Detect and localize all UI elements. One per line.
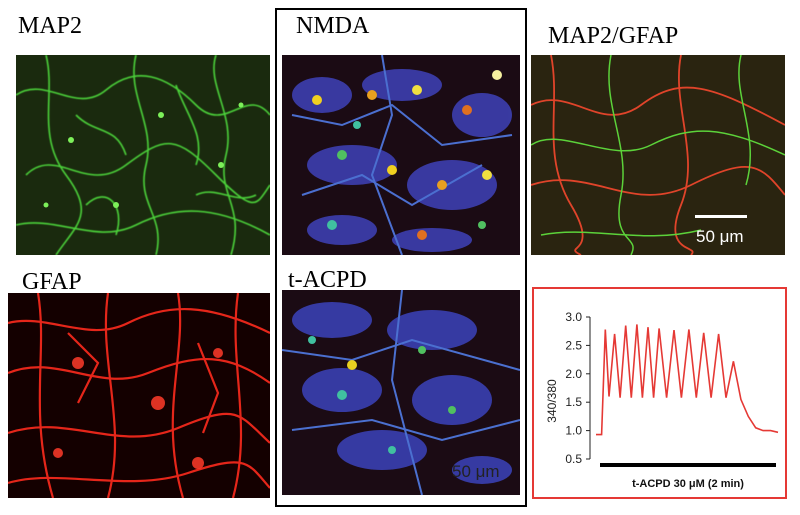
nmda-label: NMDA: [296, 13, 370, 39]
tacpd-image: 50 μm: [282, 290, 520, 495]
y-tick-label: 1.5: [565, 395, 582, 409]
tacpd-label: t-ACPD: [288, 267, 367, 293]
stimulus-label: t-ACPD 30 μM (2 min): [632, 478, 744, 490]
scale-bar-label: 50 μm: [696, 227, 744, 246]
y-tick-label: 1.0: [565, 424, 582, 438]
tacpd-scale-bar-label: 50 μm: [452, 462, 500, 481]
map2-label: MAP2: [18, 13, 83, 39]
map2-image: [16, 55, 270, 255]
calcium-trace-line: [596, 324, 779, 436]
trace-frame: 340/380 3.0 2.5 2.0 1.5 1.0 0.5 t-ACPD 30 μM …: [532, 287, 787, 499]
gfap-label: GFAP: [22, 269, 82, 295]
gfap-image: [8, 293, 270, 498]
merge-label: MAP2/GFAP: [548, 23, 679, 49]
merge-image: 50 μm: [531, 55, 785, 255]
y-tick-label: 0.5: [565, 452, 582, 466]
scale-bar: [695, 215, 747, 218]
y-tick-label: 2.0: [565, 367, 582, 381]
nmda-image: [282, 55, 520, 255]
y-tick-label: 2.5: [565, 338, 582, 352]
calcium-trace-chart: 340/380 3.0 2.5 2.0 1.5 1.0 0.5 t-ACPD 30 μM …: [545, 310, 779, 490]
center-column-frame: [275, 8, 527, 507]
y-axis-label: 340/380: [545, 379, 559, 423]
y-tick-label: 3.0: [565, 310, 582, 324]
